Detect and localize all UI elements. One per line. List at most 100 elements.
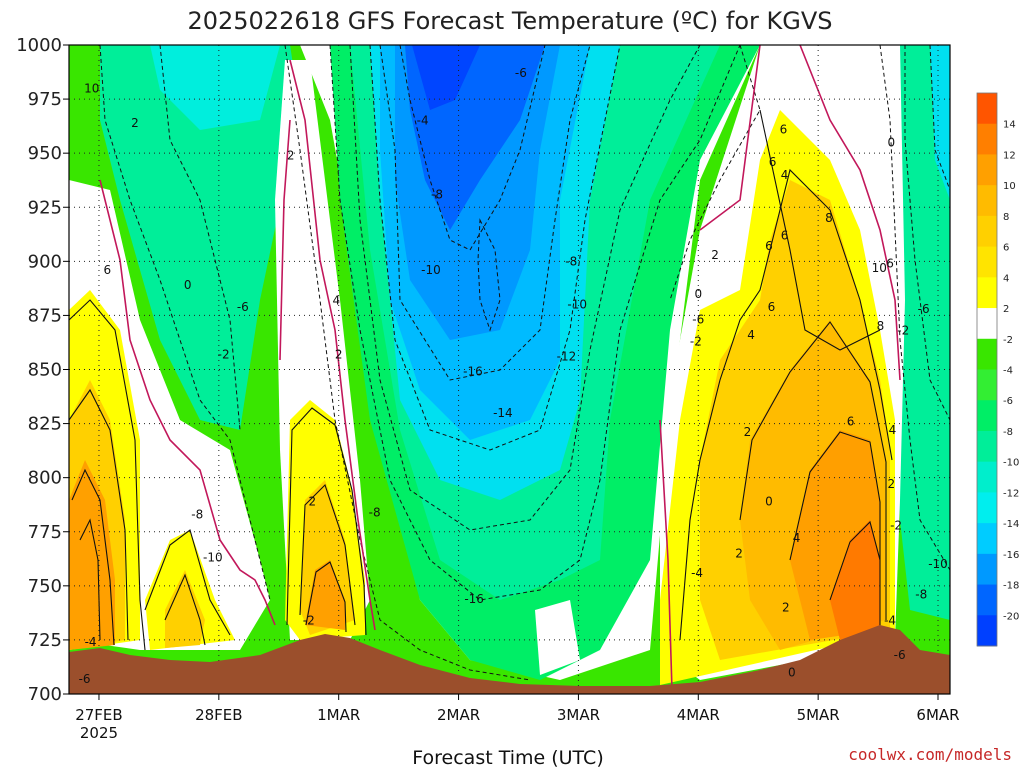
colorbar-label: 6	[1003, 243, 1009, 254]
x-tick-label: 1MAR	[317, 706, 360, 724]
y-tick-label: 800	[28, 468, 62, 489]
contour-label: -16	[463, 365, 483, 379]
contour-label: 4	[889, 423, 897, 437]
colorbar-swatch	[977, 492, 997, 524]
colorbar-swatch	[977, 215, 997, 248]
contour-label: 0	[765, 494, 773, 508]
fill-darkblue-central	[412, 45, 480, 110]
colorbar-label: -20	[1003, 611, 1019, 622]
contour-label: 6	[781, 228, 789, 242]
contour-label: 2	[887, 477, 895, 491]
contour-label: -2	[890, 518, 902, 532]
contour-label: -4	[884, 613, 896, 627]
contour-label: -6	[79, 672, 91, 686]
terrain-ground-fill	[69, 625, 950, 694]
y-tick-label: 725	[28, 630, 62, 651]
y-axis: 700 725 750 775 800 825 850 875 900 925 950 975 1000	[16, 35, 69, 705]
contour-label: -6	[237, 300, 249, 314]
contour-label: 4	[747, 328, 755, 342]
contour-label: -12	[557, 350, 577, 364]
contour-label: 2	[711, 248, 719, 262]
contour-label: -10	[203, 551, 223, 565]
x-tick-sublabel: 2025	[80, 724, 118, 742]
contour-label: -2	[897, 324, 909, 338]
colorbar-label: 10	[1003, 181, 1016, 192]
contour-label: -8	[369, 505, 381, 519]
y-tick-label: 850	[28, 360, 62, 381]
zero-isotherm-lines	[99, 45, 901, 691]
fill-orange-west	[69, 460, 115, 650]
colorbar-label: 12	[1003, 150, 1016, 161]
contour-label: 0	[184, 278, 192, 292]
contour-label: -10	[421, 263, 441, 277]
chart-title: 2025022618 GFS Forecast Temperature (ºC)…	[187, 7, 832, 35]
positive-isotherm-lines	[69, 109, 893, 651]
contour-label: 4	[793, 531, 801, 545]
fill-white-dip	[535, 600, 580, 675]
x-tick-label: 6MAR	[916, 706, 959, 724]
contour-label: 6	[886, 256, 894, 270]
contour-label: -6	[692, 313, 704, 327]
contour-label: 8	[877, 319, 885, 333]
fill-red-east	[830, 520, 880, 640]
x-tick-label: 2MAR	[437, 706, 480, 724]
contour-label: -6	[515, 66, 527, 80]
colorbar-swatch	[977, 154, 997, 186]
contour-label: -14	[493, 406, 513, 420]
colorbar-label: -6	[1003, 396, 1013, 407]
contour-label: -4	[417, 114, 429, 128]
contour-label: -2	[303, 613, 315, 627]
colorbar-label: 14	[1003, 120, 1016, 131]
temperature-fill-regions	[69, 45, 950, 694]
x-axis-title: Forecast Time (UTC)	[412, 747, 603, 768]
contour-label: 2	[744, 425, 752, 439]
colorbar-label: -8	[1003, 427, 1013, 438]
contour-label: -8	[565, 254, 577, 268]
contour-label: 6	[768, 300, 776, 314]
colorbar-swatch	[977, 338, 997, 370]
contour-label: 2	[287, 148, 295, 162]
colorbar-swatch	[977, 523, 997, 555]
contour-label: -16	[464, 592, 484, 606]
contour-label: 6	[780, 122, 788, 136]
y-tick-label: 925	[28, 197, 62, 218]
contour-label: 8	[825, 211, 833, 225]
fill-teal-west	[100, 45, 300, 430]
contour-label: 0	[887, 135, 895, 149]
contour-label: -8	[191, 507, 203, 521]
colorbar-swatch	[977, 277, 997, 309]
contour-label: 10	[872, 261, 887, 275]
contour-label: 2	[782, 600, 790, 614]
contour-label: -2	[218, 347, 230, 361]
colorbar-swatch	[977, 308, 997, 340]
x-tick-label: 5MAR	[797, 706, 840, 724]
y-tick-label: 875	[28, 305, 62, 326]
colorbar-label: -18	[1003, 581, 1019, 592]
colorbar-swatch	[977, 615, 997, 647]
x-tick-label: 4MAR	[677, 706, 720, 724]
y-tick-label: 900	[28, 251, 62, 272]
contour-label: -4	[691, 566, 703, 580]
contour-label: 10	[84, 81, 99, 95]
y-tick-label: 1000	[16, 35, 62, 56]
contour-label: 4	[781, 168, 789, 182]
colorbar-swatch	[977, 185, 997, 217]
grid-lines	[69, 45, 950, 694]
colorbar-swatch	[977, 93, 997, 125]
colorbar-swatch	[977, 123, 997, 155]
contour-label: -2	[690, 334, 702, 348]
contour-label: -6	[918, 302, 930, 316]
credit-text: coolwx.com/models	[848, 745, 1012, 764]
y-tick-label: 750	[28, 576, 62, 597]
fill-gold-bump-a	[165, 570, 205, 648]
colorbar-label: 4	[1003, 273, 1009, 284]
contour-label: -4	[85, 635, 97, 649]
contour-labels: -6 -4 -10 -8 -2 -8 -16 -14 -16 -12 -10 -10 -8 -8 -6 -4 -…	[79, 66, 948, 686]
contour-label: 0	[788, 665, 796, 679]
contour-label: 2	[335, 347, 343, 361]
contour-label: -6	[894, 648, 906, 662]
contour-label: 6	[104, 263, 112, 277]
contour-label: 2	[309, 494, 317, 508]
